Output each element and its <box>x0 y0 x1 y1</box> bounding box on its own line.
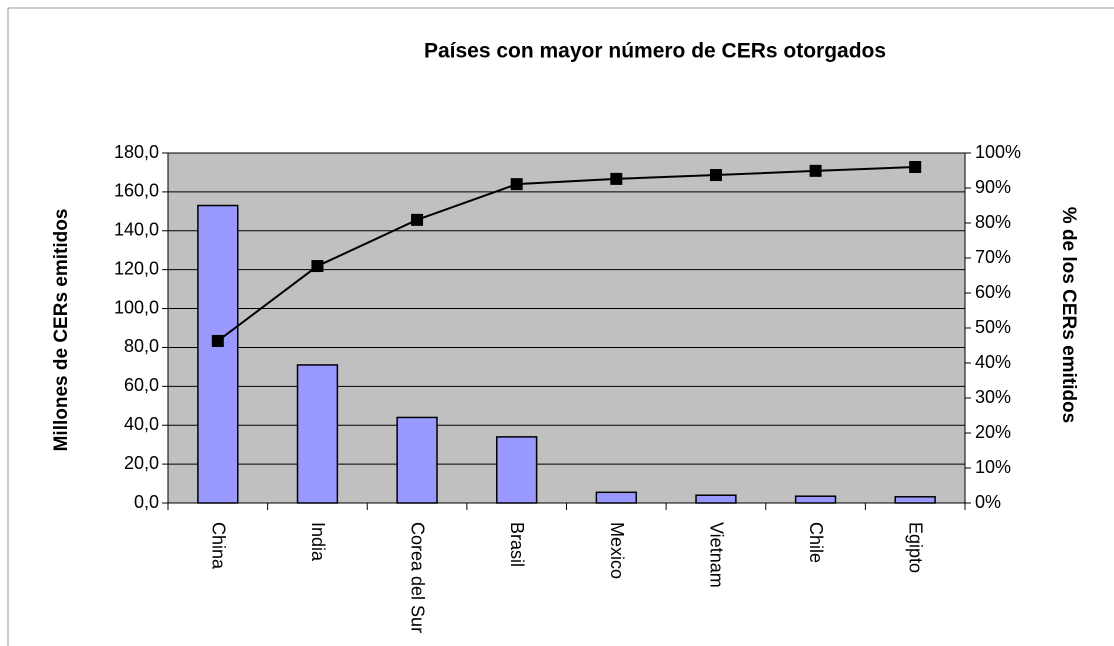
marker <box>809 164 822 177</box>
y-tick-label: 80,0 <box>124 336 159 356</box>
y2-tick-label: 100% <box>975 142 1021 162</box>
bar <box>296 364 339 504</box>
y-tick-label: 0,0 <box>134 492 159 512</box>
plot-area <box>167 152 966 504</box>
bar <box>894 496 936 504</box>
y2-tick-label: 20% <box>975 422 1011 442</box>
bar <box>496 436 538 504</box>
x-tick-label: China <box>208 522 229 570</box>
marker <box>311 260 324 273</box>
bar <box>794 495 837 504</box>
x-tick-label: Mexico <box>606 522 627 580</box>
x-tick-label: India <box>307 522 328 562</box>
y2-tick-label: 0% <box>975 492 1001 512</box>
marker <box>709 169 722 182</box>
marker <box>211 334 224 347</box>
x-tick-label: Brasil <box>507 522 528 568</box>
y-tick-label: 40,0 <box>124 414 159 434</box>
x-tick-label: Corea del Sur <box>407 522 428 634</box>
y2-tick-label: 70% <box>975 247 1011 267</box>
y2-tick-label: 90% <box>975 177 1011 197</box>
line <box>217 166 916 342</box>
y-tick-label: 100,0 <box>114 297 159 317</box>
marker <box>411 213 424 226</box>
y2-tick-label: 10% <box>975 457 1011 477</box>
bar <box>197 204 239 504</box>
chart-title: Países con mayor número de CERs otorgado… <box>424 40 886 63</box>
y-axis-title: Millones de CERs emitidos <box>51 209 72 452</box>
marker <box>610 172 623 185</box>
x-tick-label: Egipto <box>905 522 926 574</box>
y-tick-label: 60,0 <box>124 375 159 395</box>
y2-tick-label: 50% <box>975 317 1011 337</box>
bar <box>695 494 737 504</box>
y-tick-label: 20,0 <box>124 453 159 473</box>
marker <box>909 161 922 173</box>
y2-tick-label: 80% <box>975 212 1011 232</box>
y2-tick-label: 30% <box>975 387 1011 407</box>
y-tick-label: 140,0 <box>114 220 159 240</box>
bar <box>396 416 438 504</box>
bar <box>595 491 637 504</box>
x-tick-label: Chile <box>806 522 827 564</box>
y2-tick-label: 40% <box>975 352 1011 372</box>
y-tick-label: 180,0 <box>114 142 159 162</box>
y-tick-label: 120,0 <box>114 258 159 278</box>
y-tick-label: 160,0 <box>114 181 159 201</box>
marker <box>510 178 523 191</box>
y2-axis-title: % de los CERs emitidos <box>1058 207 1079 423</box>
y2-tick-label: 60% <box>975 282 1011 302</box>
x-tick-label: Vietnam <box>706 522 727 588</box>
